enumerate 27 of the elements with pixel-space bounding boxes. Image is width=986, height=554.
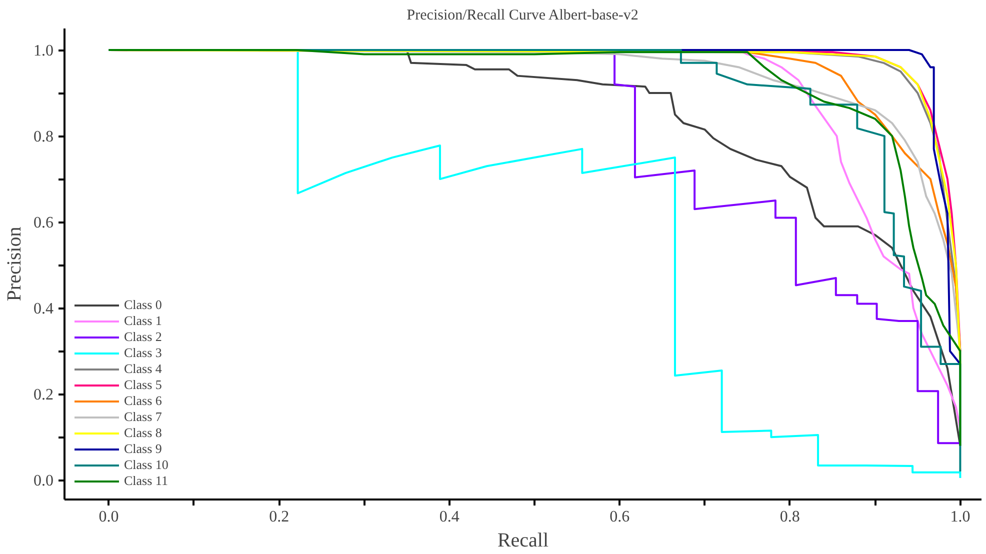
legend-label: Class 6: [124, 393, 162, 409]
x-tick-label: 0.6: [610, 508, 630, 526]
legend-label: Class 4: [124, 361, 162, 377]
y-tick-label: 0.2: [34, 386, 54, 404]
y-tick-label: 0.6: [34, 214, 54, 232]
legend-label: Class 0: [124, 297, 162, 313]
y-tick-label: 1.0: [34, 42, 54, 60]
x-tick-label: 0.4: [439, 508, 460, 526]
legend-label: Class 3: [124, 345, 162, 361]
legend-label: Class 7: [124, 409, 162, 425]
x-axis-title: Recall: [497, 530, 549, 552]
legend-label: Class 8: [124, 425, 162, 441]
y-tick-label: 0.0: [34, 472, 54, 490]
chart-title: Precision/Recall Curve Albert-base-v2: [406, 8, 638, 24]
y-axis-title: Precision: [4, 226, 26, 302]
legend-label: Class 11: [124, 473, 168, 489]
legend-label: Class 5: [124, 377, 162, 393]
legend-label: Class 9: [124, 441, 162, 457]
legend-label: Class 2: [124, 329, 162, 345]
legend-label: Class 1: [124, 313, 162, 329]
legend-label: Class 10: [124, 457, 168, 473]
x-tick-label: 0.2: [269, 508, 290, 526]
x-tick-label: 0.8: [780, 508, 800, 526]
x-tick-label: 1.0: [950, 508, 970, 526]
y-tick-label: 0.4: [34, 300, 54, 318]
x-tick-label: 0.0: [98, 508, 119, 526]
y-tick-label: 0.8: [34, 128, 54, 146]
